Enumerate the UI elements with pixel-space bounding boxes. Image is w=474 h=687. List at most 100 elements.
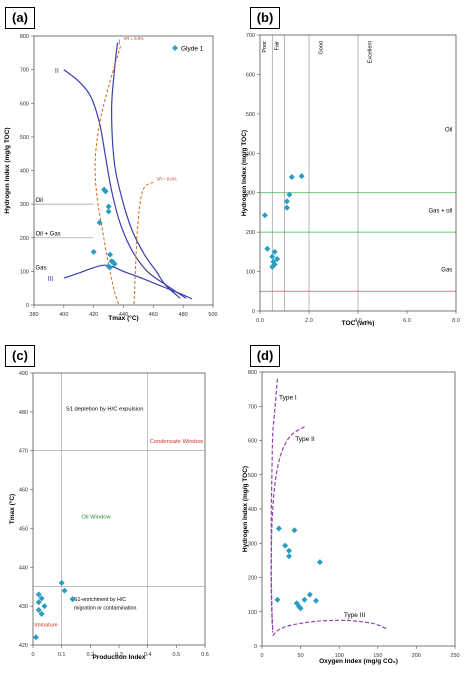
a-y-tick-label: 100 xyxy=(20,269,29,275)
a-x-tick-label: 460 xyxy=(149,312,158,318)
d-type3-curve xyxy=(272,619,388,637)
c-x-tick-label: 0.6 xyxy=(201,652,209,658)
c-data-point xyxy=(38,610,45,617)
d-x-tick-label: 50 xyxy=(298,653,304,659)
c-x-tick-label: 0.5 xyxy=(173,652,181,658)
c-x-tick-label: 0.4 xyxy=(144,652,152,658)
a-label-type3: III xyxy=(47,276,53,283)
d-y-tick-label: 500 xyxy=(248,473,257,479)
c-data-point xyxy=(61,587,68,594)
a-data-point xyxy=(107,251,114,258)
a-label-gas: Gas xyxy=(35,265,46,271)
b-y-tick-label: 500 xyxy=(246,112,255,118)
b-zone-label-gas-oil: Gas + oil xyxy=(428,208,452,214)
a-y-tick-label: 600 xyxy=(20,101,29,107)
a-data-point xyxy=(111,260,118,267)
c-frame xyxy=(32,372,206,646)
d-y-tick-label: 200 xyxy=(248,576,257,582)
b-x-tick-label: 4.0 xyxy=(354,318,362,324)
b-data-point xyxy=(271,248,278,255)
b-x-tick-label: 0.0 xyxy=(256,318,264,324)
d-x-axis-label: Oxygen Index (mg/g CO₂) xyxy=(319,658,398,665)
d-type2-curve xyxy=(270,426,305,633)
c-y-tick-label: 440 xyxy=(19,565,28,571)
b-y-tick-label: 300 xyxy=(246,191,255,197)
d-data-point xyxy=(286,547,293,554)
c-x-tick-label: 0 xyxy=(31,652,34,658)
c-data-point xyxy=(58,579,65,586)
a-y-tick-label: 400 xyxy=(20,169,29,175)
a-legend-label: Glyde 1 xyxy=(181,46,204,53)
d-data-point xyxy=(291,527,298,534)
panel-label-b: (b) xyxy=(250,7,280,29)
a-data-point xyxy=(107,264,114,271)
d-y-tick-label: 700 xyxy=(248,404,257,410)
b-y-tick-label: 400 xyxy=(246,151,255,157)
c-zone-label-s1-enrichment-line1: S1-enrichment by H/C xyxy=(74,597,126,603)
d-data-point xyxy=(301,596,308,603)
b-zone-label-fair: Fair xyxy=(274,41,280,51)
c-y-tick-label: 450 xyxy=(19,526,28,532)
a-x-tick-label: 380 xyxy=(29,312,38,318)
a-legend-marker xyxy=(172,45,178,51)
a-label-vr08: VR = 0.8% xyxy=(156,177,176,182)
c-y-tick-label: 490 xyxy=(19,371,28,377)
a-type1-curve xyxy=(110,42,181,299)
a-x-tick-label: 400 xyxy=(59,312,68,318)
b-y-tick-label: 0 xyxy=(252,309,255,315)
d-x-tick-label: 100 xyxy=(335,653,344,659)
b-y-tick-label: 600 xyxy=(246,72,255,78)
d-data-point xyxy=(297,605,304,612)
b-zone-label-oil: Oil xyxy=(445,128,452,134)
a-x-tick-label: 420 xyxy=(89,312,98,318)
a-y-tick-label: 500 xyxy=(20,135,29,141)
a-data-point xyxy=(96,219,103,226)
c-x-tick-label: 0.3 xyxy=(115,652,123,658)
d-x-tick-label: 150 xyxy=(373,653,382,659)
a-y-tick-label: 200 xyxy=(20,236,29,242)
a-label-vr06: VR = 0.6% xyxy=(124,36,144,41)
d-x-tick-label: 250 xyxy=(450,653,459,659)
c-x-tick-label: 0.2 xyxy=(87,652,95,658)
panel-label-d: (d) xyxy=(250,345,280,367)
d-x-tick-label: 0 xyxy=(260,653,263,659)
c-y-tick-label: 480 xyxy=(19,410,28,416)
d-label-type1: Type I xyxy=(279,394,297,401)
c-data-point xyxy=(35,607,42,614)
b-y-axis-label: Hydrogen Index (mg/g TOC) xyxy=(241,130,248,216)
panel-label-c: (c) xyxy=(5,345,35,367)
d-type1-curve xyxy=(270,378,278,633)
d-y-axis-label: Hydrogen Index (mg/g TOC) xyxy=(242,466,249,552)
a-y-tick-label: 300 xyxy=(20,202,29,208)
d-data-point xyxy=(286,553,293,560)
d-data-point xyxy=(275,525,282,532)
d-frame xyxy=(261,371,456,647)
b-data-point xyxy=(298,173,305,180)
d-label-type3: Type III xyxy=(344,612,366,619)
b-data-point xyxy=(274,255,281,262)
b-x-tick-label: 6.0 xyxy=(403,318,411,324)
c-legend-marker xyxy=(69,596,76,603)
a-data-point xyxy=(105,208,112,215)
d-data-point xyxy=(274,596,281,603)
a-data-point xyxy=(102,188,109,195)
a-vr08-curve xyxy=(133,181,154,306)
c-zone-label-immature: Immature xyxy=(34,622,57,628)
d-data-point xyxy=(313,597,320,604)
b-data-point xyxy=(286,191,293,198)
b-y-tick-label: 700 xyxy=(246,33,255,39)
d-y-tick-label: 400 xyxy=(248,507,257,513)
d-y-tick-label: 800 xyxy=(248,370,257,376)
b-data-point xyxy=(288,173,295,180)
b-y-tick-label: 100 xyxy=(246,270,255,276)
c-x-tick-label: 0.1 xyxy=(58,652,66,658)
c-data-point xyxy=(38,595,45,602)
a-x-tick-label: 500 xyxy=(208,312,217,318)
a-type3-curve xyxy=(63,264,193,300)
a-type2-curve xyxy=(63,69,187,299)
b-zone-label-excellent: Excellent xyxy=(367,41,373,64)
b-data-point xyxy=(261,212,268,219)
c-data-point xyxy=(32,634,39,641)
a-data-point xyxy=(105,203,112,210)
